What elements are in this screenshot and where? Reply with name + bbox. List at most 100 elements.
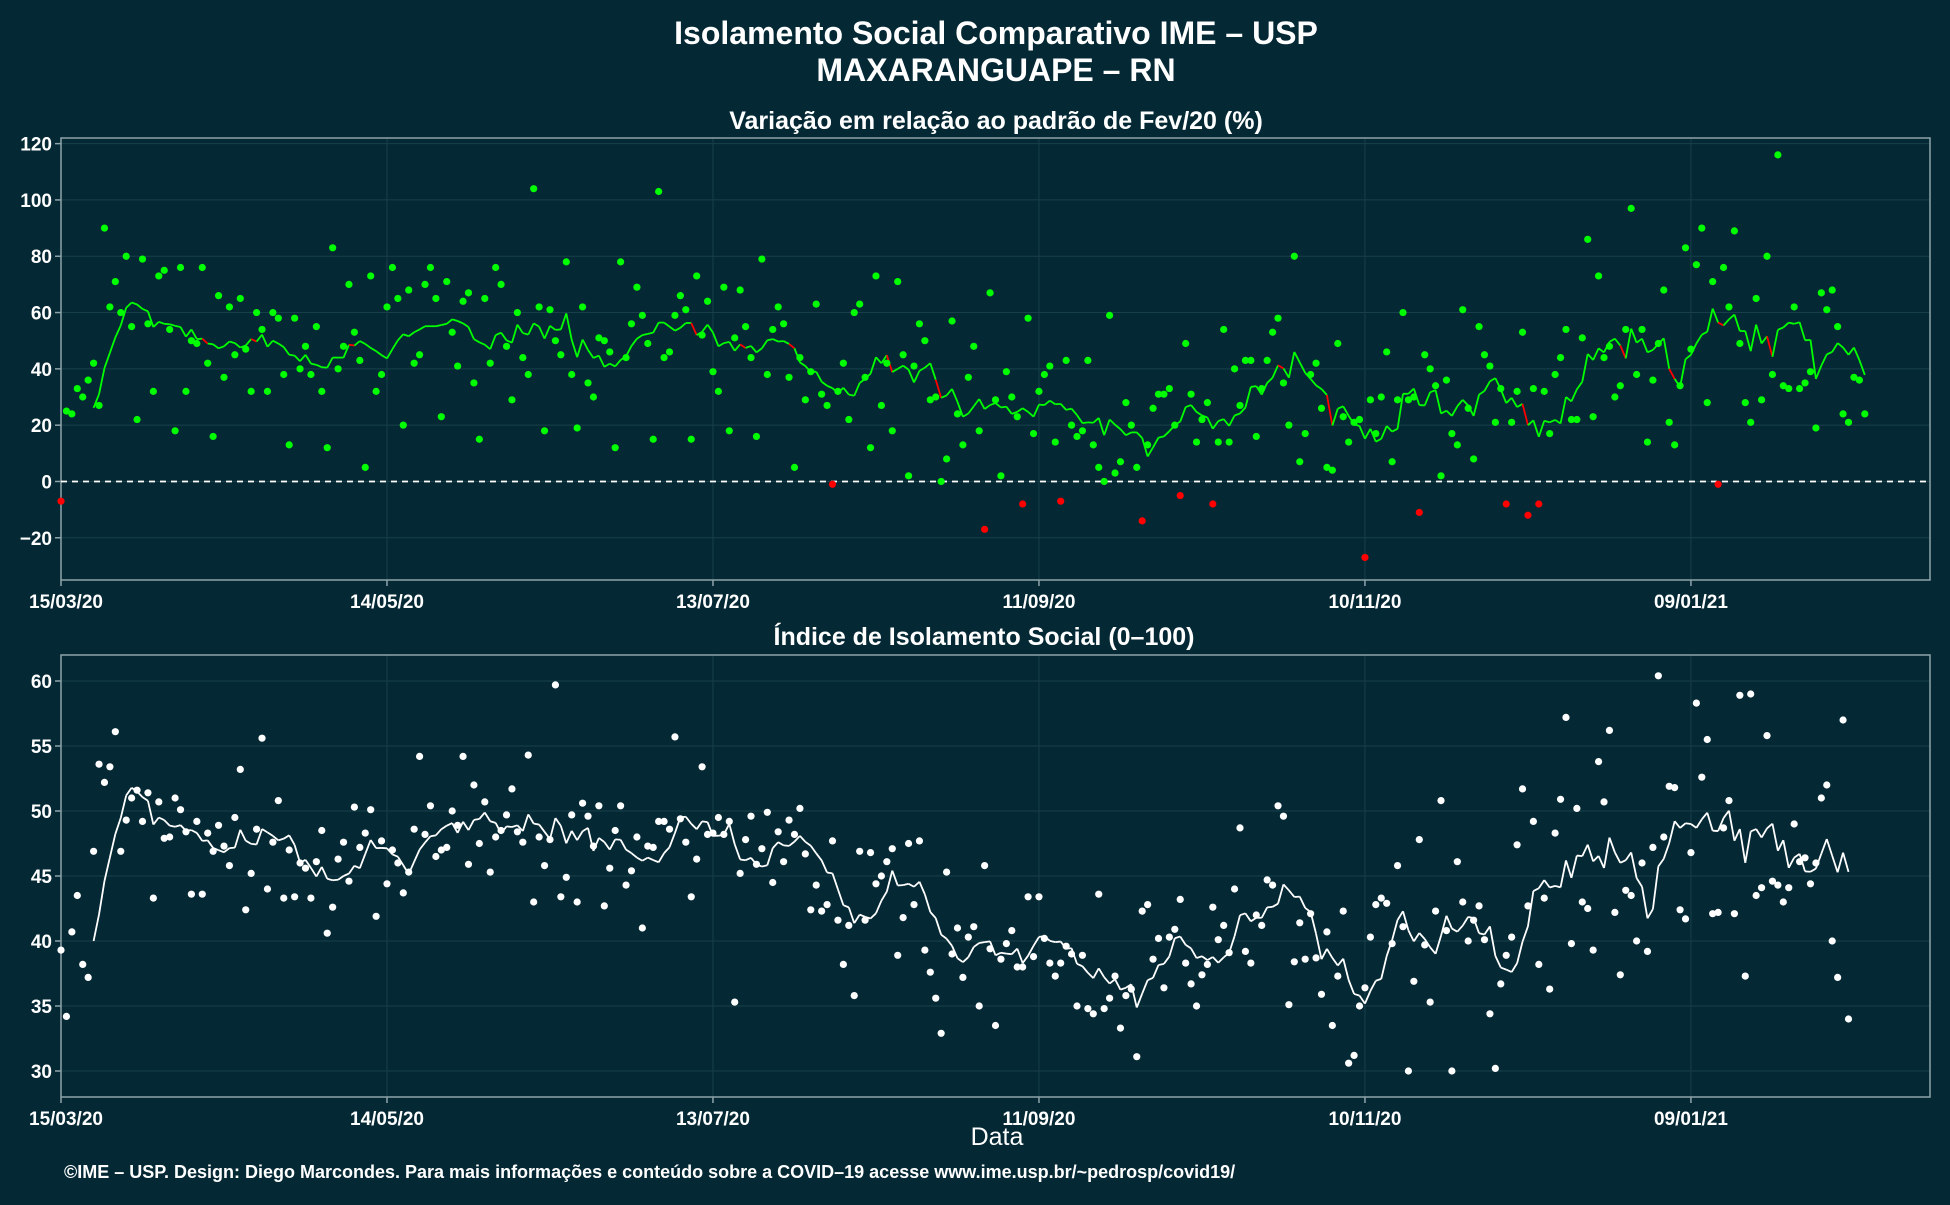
data-point [677,815,684,822]
data-point [872,272,879,279]
data-point [802,850,809,857]
moving-average-segment [170,826,175,827]
data-point [1334,340,1341,347]
data-point [112,278,119,285]
data-point [508,396,515,403]
data-point [764,809,771,816]
data-point [1410,978,1417,985]
data-point [1323,928,1330,935]
data-point [1459,898,1466,905]
data-point [427,264,434,271]
data-point [400,889,407,896]
data-point [1204,399,1211,406]
data-point [291,315,298,322]
data-point [1068,950,1075,957]
data-point [470,781,477,788]
data-point [1731,227,1738,234]
data-point [699,763,706,770]
data-point [785,374,792,381]
data-point [1481,351,1488,358]
data-point [590,393,597,400]
data-point [1285,1001,1292,1008]
data-point [1209,904,1216,911]
data-point [900,351,907,358]
data-point [1128,422,1135,429]
data-point [1856,377,1863,384]
data-point [862,374,869,381]
data-point [1340,413,1347,420]
data-point [541,862,548,869]
footer-credit: ©IME – USP. Design: Diego Marcondes. Par… [64,1162,1235,1182]
moving-average-segment [251,844,256,845]
data-point [432,853,439,860]
data-point [1139,517,1146,524]
data-point [753,433,760,440]
data-point [1149,956,1156,963]
moving-average-segment [441,324,446,325]
data-point [1383,900,1390,907]
data-point [997,472,1004,479]
data-point [340,343,347,350]
data-point [1117,1025,1124,1032]
data-point [275,797,282,804]
data-point [948,317,955,324]
data-point [449,329,456,336]
data-point [1367,396,1374,403]
data-point [1312,360,1319,367]
data-point [1839,410,1846,417]
data-point [1410,393,1417,400]
data-point [905,472,912,479]
moving-average-segment [1082,422,1087,423]
data-point [731,999,738,1006]
data-point [237,295,244,302]
data-point [1725,797,1732,804]
data-point [1774,151,1781,158]
data-point [1546,986,1553,993]
data-point [1247,357,1254,364]
data-point [807,368,814,375]
data-point [405,869,412,876]
data-point [986,289,993,296]
data-point [242,346,249,353]
data-point [1492,1065,1499,1072]
data-point [970,923,977,930]
data-point [715,814,722,821]
moving-average-segment [1158,964,1163,965]
data-point [1693,700,1700,707]
data-point [856,301,863,308]
data-point [1079,427,1086,434]
data-point [1171,926,1178,933]
data-point [1823,306,1830,313]
data-point [248,388,255,395]
data-point [155,272,162,279]
data-point [1519,785,1526,792]
data-point [954,410,961,417]
data-point [894,952,901,959]
x-tick-label: 13/07/20 [676,1109,750,1130]
data-point [699,331,706,338]
data-point [1090,1010,1097,1017]
data-point [362,464,369,471]
y-tick-label: 120 [20,135,52,156]
moving-average-segment [289,355,294,356]
data-point [1437,472,1444,479]
data-point [1030,953,1037,960]
moving-average-segment [436,325,441,326]
data-point [1215,936,1222,943]
data-point [443,278,450,285]
data-point [1454,858,1461,865]
data-point [1644,948,1651,955]
data-point [639,312,646,319]
data-point [1258,385,1265,392]
data-point [1628,205,1635,212]
data-point [1715,481,1722,488]
y-tick-label: 80 [31,247,52,268]
data-point [872,880,879,887]
data-point [155,798,162,805]
data-point [932,995,939,1002]
data-point [1264,357,1271,364]
data-point [1568,940,1575,947]
data-point [1470,917,1477,924]
data-point [1432,382,1439,389]
